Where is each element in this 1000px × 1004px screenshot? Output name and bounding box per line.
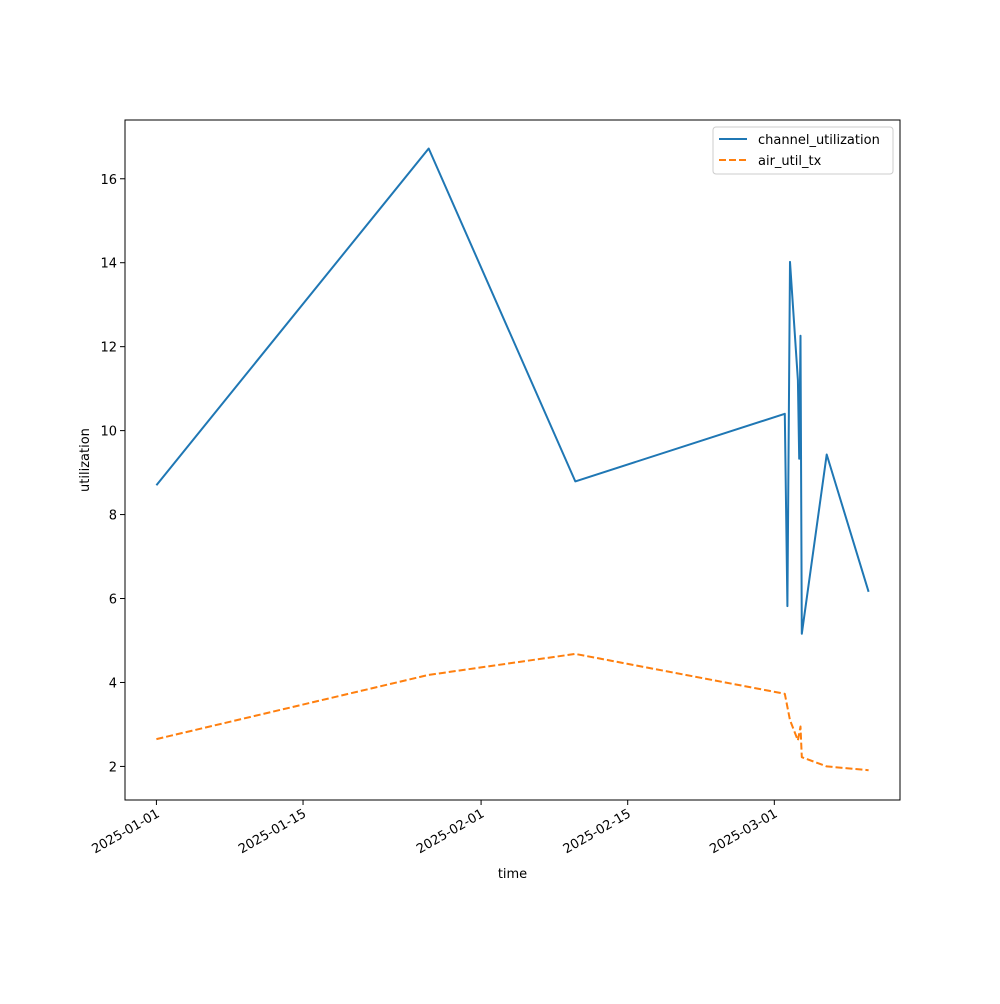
x-tick-label: 2025-02-15 — [561, 806, 634, 857]
series-layer — [155, 147, 870, 772]
series-line-channel_utilization — [155, 147, 870, 635]
x-axis-label: time — [498, 867, 527, 882]
y-tick-label: 4 — [109, 676, 117, 691]
y-tick-label: 14 — [100, 257, 117, 272]
x-axis-ticks: 2025-01-01 2025-01-15 2025-02-01 2025-02-15… — [89, 800, 780, 857]
series-line-air_util_tx — [156, 652, 869, 772]
legend-box — [712, 126, 894, 175]
y-axis-label: utilization — [78, 428, 93, 492]
y-tick-label: 12 — [100, 341, 117, 356]
y-tick-label: 2 — [109, 760, 117, 775]
legend-label-channel_utilization: channel_utilization — [758, 133, 880, 148]
legend-label-air_util_tx: air_util_tx — [758, 154, 822, 169]
legend: channel_utilization air_util_tx — [712, 126, 894, 175]
y-axis-ticks: 2 4 6 8 10 12 14 16 — [100, 173, 125, 775]
x-tick-label: 2025-01-15 — [236, 806, 309, 857]
y-tick-label: 10 — [100, 425, 117, 440]
x-tick-label: 2025-01-01 — [89, 806, 162, 857]
y-tick-label: 16 — [100, 173, 117, 188]
x-tick-label: 2025-02-01 — [414, 806, 487, 857]
y-tick-label: 8 — [109, 509, 117, 524]
x-tick-label: 2025-03-01 — [707, 806, 780, 857]
y-tick-label: 6 — [109, 593, 117, 608]
plot-frame — [124, 119, 901, 801]
